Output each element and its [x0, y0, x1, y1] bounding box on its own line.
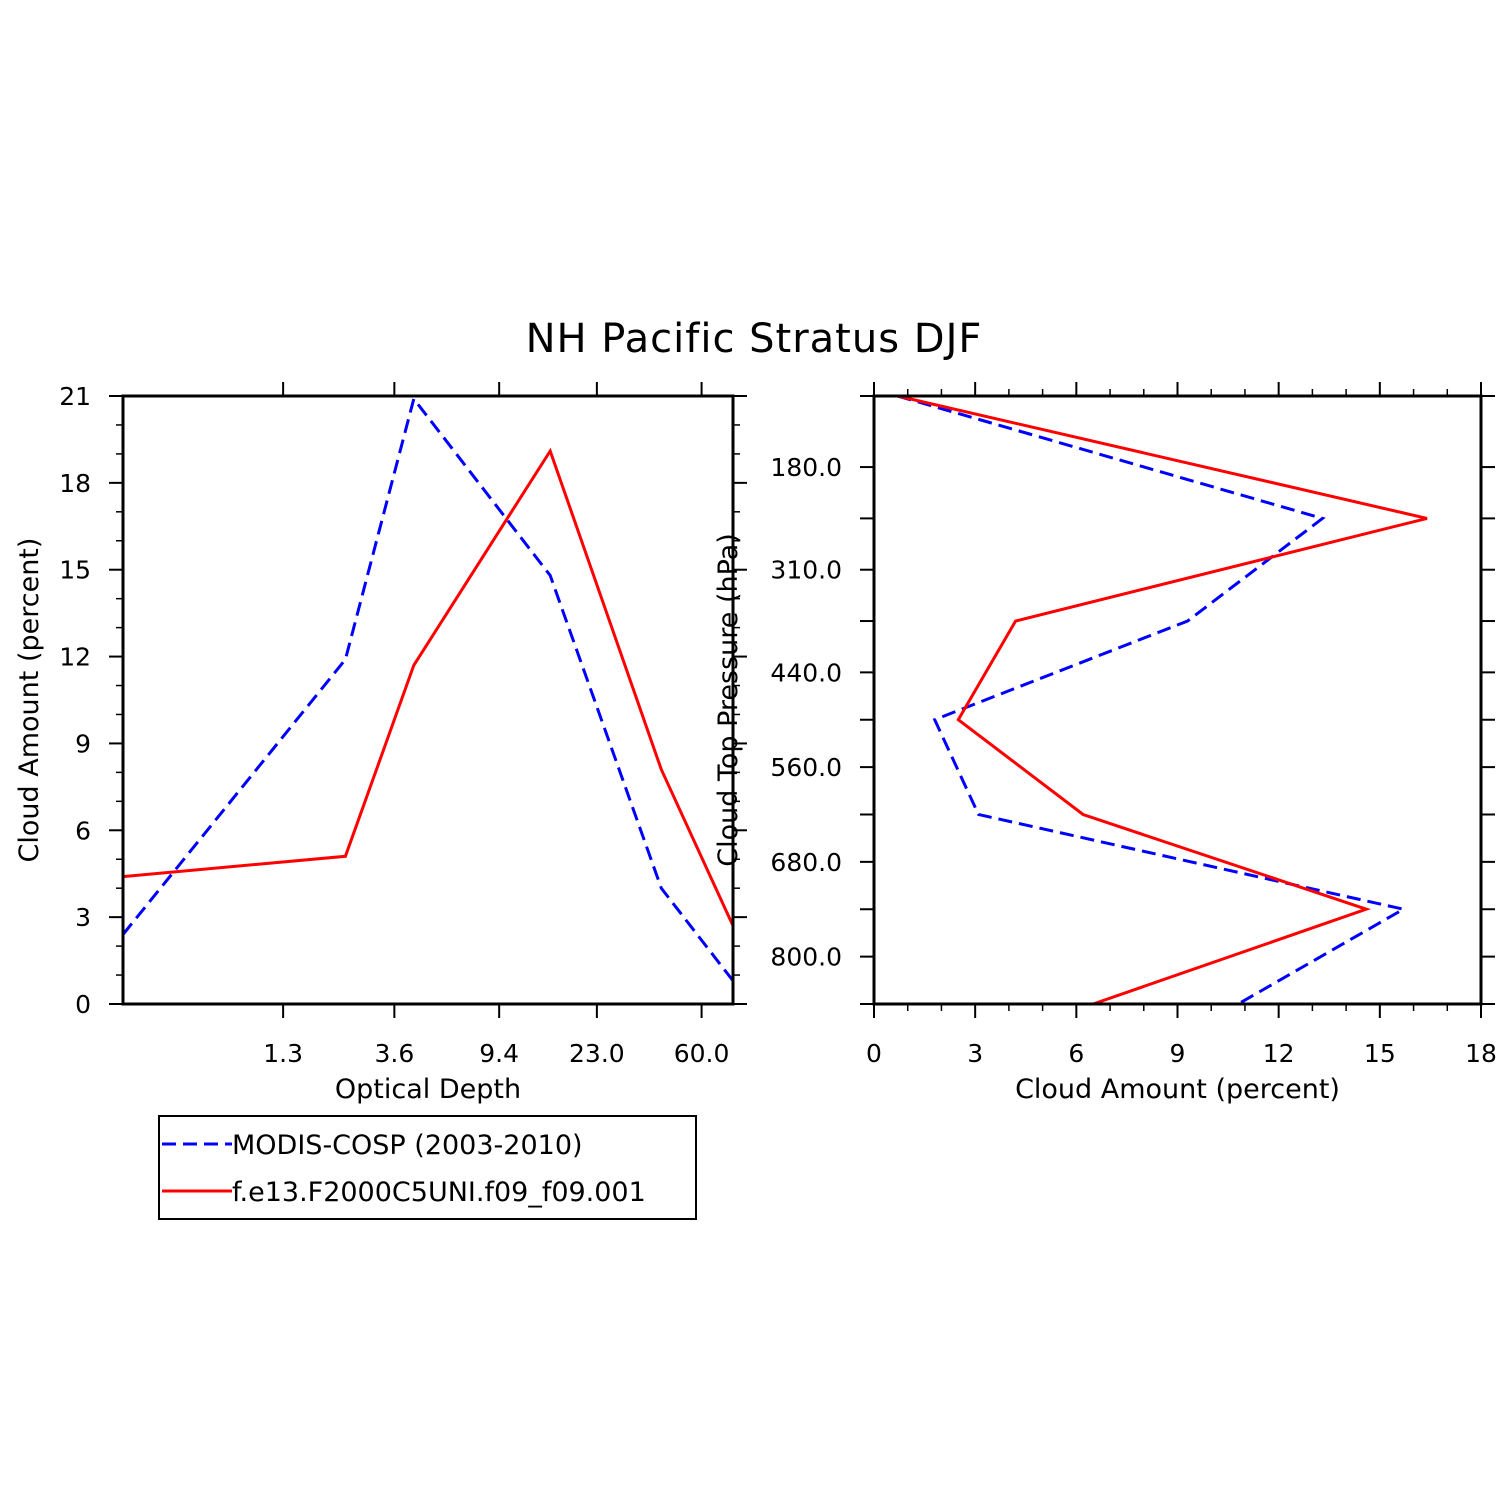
legend-label-modis: MODIS-COSP (2003-2010): [232, 1130, 583, 1161]
left-y-tick-label: 21: [59, 382, 91, 411]
right-ticks-group: 0 3 6 9 12 15 18 180.0 310.0 440.0 560.0 680.0 800.0: [770, 382, 1497, 1068]
left-y-tick-label: 12: [59, 643, 91, 672]
left-x-tick-label: 9.4: [479, 1039, 519, 1068]
left-y-tick-label: 9: [75, 729, 91, 758]
right-x-tick-label: 12: [1263, 1039, 1295, 1068]
right-y-tick-label: 800.0: [770, 943, 842, 972]
right-x-axis-label: Cloud Amount (percent): [1015, 1074, 1340, 1105]
left-x-axis-label: Optical Depth: [335, 1074, 521, 1105]
left-series-model-line: [122, 447, 735, 927]
left-y-tick-label: 3: [75, 903, 91, 932]
right-y-tick-label: 680.0: [770, 848, 842, 877]
left-series-modis-line: [121, 395, 735, 982]
right-x-tick-label: 15: [1364, 1039, 1396, 1068]
left-plot-frame: [121, 394, 735, 1006]
right-plot-cloud-top-pressure: 0 3 6 9 12 15 18 180.0 310.0 440.0 560.0 680.0 800.0…: [713, 382, 1497, 1105]
left-series-group: [121, 395, 735, 982]
chart-title: NH Pacific Stratus DJF: [526, 316, 983, 362]
left-ticks-group: 0 3 6 9 12 15 18 21 1.3 3.6 9.4 23.0 60.0: [59, 382, 747, 1068]
right-series-modis-line: [897, 394, 1408, 1006]
right-y-tick-label: 310.0: [770, 556, 842, 585]
legend: MODIS-COSP (2003-2010) f.e13.F2000C5UNI.…: [158, 1115, 697, 1220]
right-y-tick-label: 180.0: [770, 453, 842, 482]
left-x-tick-label: 23.0: [569, 1039, 625, 1068]
right-x-tick-label: 9: [1170, 1039, 1186, 1068]
left-x-tick-label: 3.6: [374, 1039, 414, 1068]
right-x-tick-label: 6: [1068, 1039, 1084, 1068]
right-x-tick-label: 0: [866, 1039, 882, 1068]
left-x-tick-label: 1.3: [263, 1039, 303, 1068]
right-y-axis-label: Cloud Top Pressure (hPa): [713, 533, 744, 867]
right-y-tick-label: 560.0: [770, 753, 842, 782]
left-y-tick-label: 0: [75, 990, 91, 1019]
right-series-group: [897, 394, 1428, 1006]
legend-box: [158, 1115, 697, 1220]
right-plot-frame: [872, 394, 1483, 1006]
right-x-tick-label: 3: [967, 1039, 983, 1068]
right-x-tick-label: 18: [1465, 1039, 1497, 1068]
legend-label-model: f.e13.F2000C5UNI.f09_f09.001: [232, 1177, 646, 1208]
left-plot-optical-depth: 0 3 6 9 12 15 18 21 1.3 3.6 9.4 23.0 60.0 Optical De…: [14, 382, 747, 1105]
left-x-tick-label: 60.0: [674, 1039, 730, 1068]
right-y-tick-label: 440.0: [770, 658, 842, 687]
left-y-tick-label: 18: [59, 469, 91, 498]
left-y-axis-label: Cloud Amount (percent): [14, 538, 45, 863]
left-y-tick-label: 6: [75, 816, 91, 845]
left-y-tick-label: 15: [59, 556, 91, 585]
right-series-model-line: [897, 394, 1428, 1006]
